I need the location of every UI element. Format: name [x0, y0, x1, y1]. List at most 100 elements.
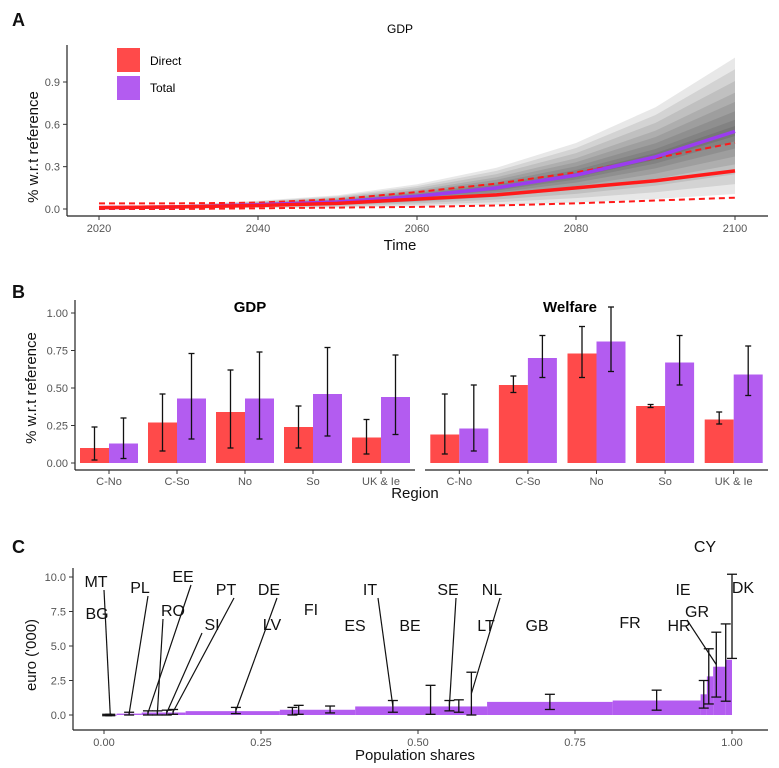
- panel-c-xlabel: Population shares: [355, 747, 475, 764]
- x-tick-label: UK & Ie: [362, 476, 400, 488]
- y-tick-label: 0.9: [45, 77, 60, 89]
- label-leader-line: [172, 597, 235, 713]
- x-tick-label: C-No: [96, 476, 122, 488]
- population-step: [725, 659, 732, 715]
- x-tick-label: 2060: [405, 223, 429, 235]
- x-tick-label: 2040: [246, 223, 270, 235]
- country-label-bg: BG: [85, 606, 108, 623]
- y-tick-label: 1.00: [47, 308, 68, 320]
- country-label-lt: LT: [477, 618, 495, 635]
- label-leader-line: [686, 619, 717, 665]
- x-tick-label: 0.25: [250, 737, 271, 749]
- country-label-dk: DK: [732, 580, 755, 597]
- x-tick-label: 0.00: [93, 737, 114, 749]
- y-tick-label: 0.0: [51, 710, 66, 722]
- y-tick-label: 5.0: [51, 641, 66, 653]
- y-tick-label: 0.25: [47, 421, 68, 433]
- panel-a-xlabel: Time: [384, 237, 417, 254]
- facet-title-gdp: GDP: [234, 299, 267, 316]
- uncertainty-fan-band: [99, 101, 735, 209]
- label-leader-line: [235, 597, 278, 711]
- population-step: [713, 666, 726, 715]
- y-tick-label: 0.00: [47, 458, 68, 470]
- country-label-cy: CY: [694, 539, 717, 556]
- x-tick-label: No: [589, 476, 603, 488]
- y-tick-label: 2.5: [51, 676, 66, 688]
- panel-b-xlabel: Region: [391, 485, 439, 502]
- panel-label-a: A: [12, 10, 25, 30]
- country-label-mt: MT: [84, 574, 107, 591]
- x-tick-label: C-No: [446, 476, 472, 488]
- country-label-it: IT: [363, 582, 377, 599]
- x-tick-label: UK & Ie: [715, 476, 753, 488]
- legend-swatch-direct: [117, 48, 140, 72]
- x-tick-label: So: [658, 476, 671, 488]
- country-label-gr: GR: [685, 604, 709, 621]
- y-tick-label: 0.75: [47, 346, 68, 358]
- label-leader-line: [103, 589, 111, 716]
- y-tick-label: 0.6: [45, 119, 60, 131]
- country-label-fr: FR: [619, 615, 640, 632]
- y-tick-label: 0.50: [47, 383, 68, 395]
- country-label-es: ES: [344, 618, 365, 635]
- country-label-ee: EE: [172, 569, 193, 586]
- label-leader-line: [377, 597, 394, 707]
- country-label-ie: IE: [675, 582, 690, 599]
- label-leader-line: [128, 595, 149, 714]
- panel-label-c: C: [12, 537, 25, 557]
- country-label-ro: RO: [161, 603, 185, 620]
- country-label-se: SE: [437, 582, 458, 599]
- country-label-hr: HR: [667, 618, 690, 635]
- x-tick-label: 2100: [723, 223, 747, 235]
- population-step: [141, 712, 186, 715]
- legend-label-total: Total: [150, 81, 175, 95]
- country-label-de: DE: [258, 582, 280, 599]
- panel-a-title: GDP: [387, 22, 413, 36]
- uncertainty-fan-band: [99, 119, 735, 208]
- country-label-nl: NL: [482, 582, 503, 599]
- uncertainty-fan-band: [99, 57, 735, 209]
- legend-label-direct: Direct: [150, 54, 182, 68]
- direct-line: [98, 169, 736, 210]
- y-tick-label: 10.0: [45, 572, 66, 584]
- label-leader-line: [448, 597, 457, 706]
- country-label-si: SI: [204, 617, 219, 634]
- label-leader-line: [166, 632, 203, 713]
- panel-label-b: B: [12, 282, 25, 302]
- uncertainty-fan-band: [99, 92, 735, 209]
- bar-direct: [636, 406, 666, 463]
- panel-a-ylabel: % w.r.t reference: [25, 91, 42, 203]
- x-tick-label: C-So: [164, 476, 189, 488]
- x-tick-label: 0.75: [564, 737, 585, 749]
- x-tick-label: 0.50: [407, 737, 428, 749]
- panel-b-ylabel: % w.r.t reference: [23, 332, 40, 444]
- country-label-lv: LV: [263, 617, 282, 634]
- x-tick-label: No: [238, 476, 252, 488]
- country-label-pl: PL: [130, 580, 150, 597]
- x-tick-label: 2020: [87, 223, 111, 235]
- y-tick-label: 0.3: [45, 162, 60, 174]
- x-tick-label: 1.00: [721, 737, 742, 749]
- population-step: [355, 706, 488, 715]
- bar-direct: [498, 385, 528, 463]
- x-tick-label: 2080: [564, 223, 588, 235]
- country-label-be: BE: [399, 618, 420, 635]
- label-leader-line: [147, 584, 192, 714]
- country-label-fi: FI: [304, 602, 318, 619]
- direct-lower-bound-line: [99, 196, 736, 210]
- uncertainty-fan-band: [99, 111, 735, 208]
- country-label-gb: GB: [525, 618, 548, 635]
- x-tick-label: C-So: [515, 476, 540, 488]
- label-leader-line: [470, 597, 501, 694]
- x-tick-label: So: [306, 476, 319, 488]
- country-label-pt: PT: [216, 582, 237, 599]
- population-step: [706, 676, 714, 715]
- population-step: [279, 709, 356, 715]
- y-tick-label: 7.5: [51, 607, 66, 619]
- y-tick-label: 0.0: [45, 204, 60, 216]
- panel-c-ylabel: euro ('000): [23, 619, 40, 691]
- label-leader-line: [156, 618, 164, 713]
- bar-direct: [704, 419, 734, 463]
